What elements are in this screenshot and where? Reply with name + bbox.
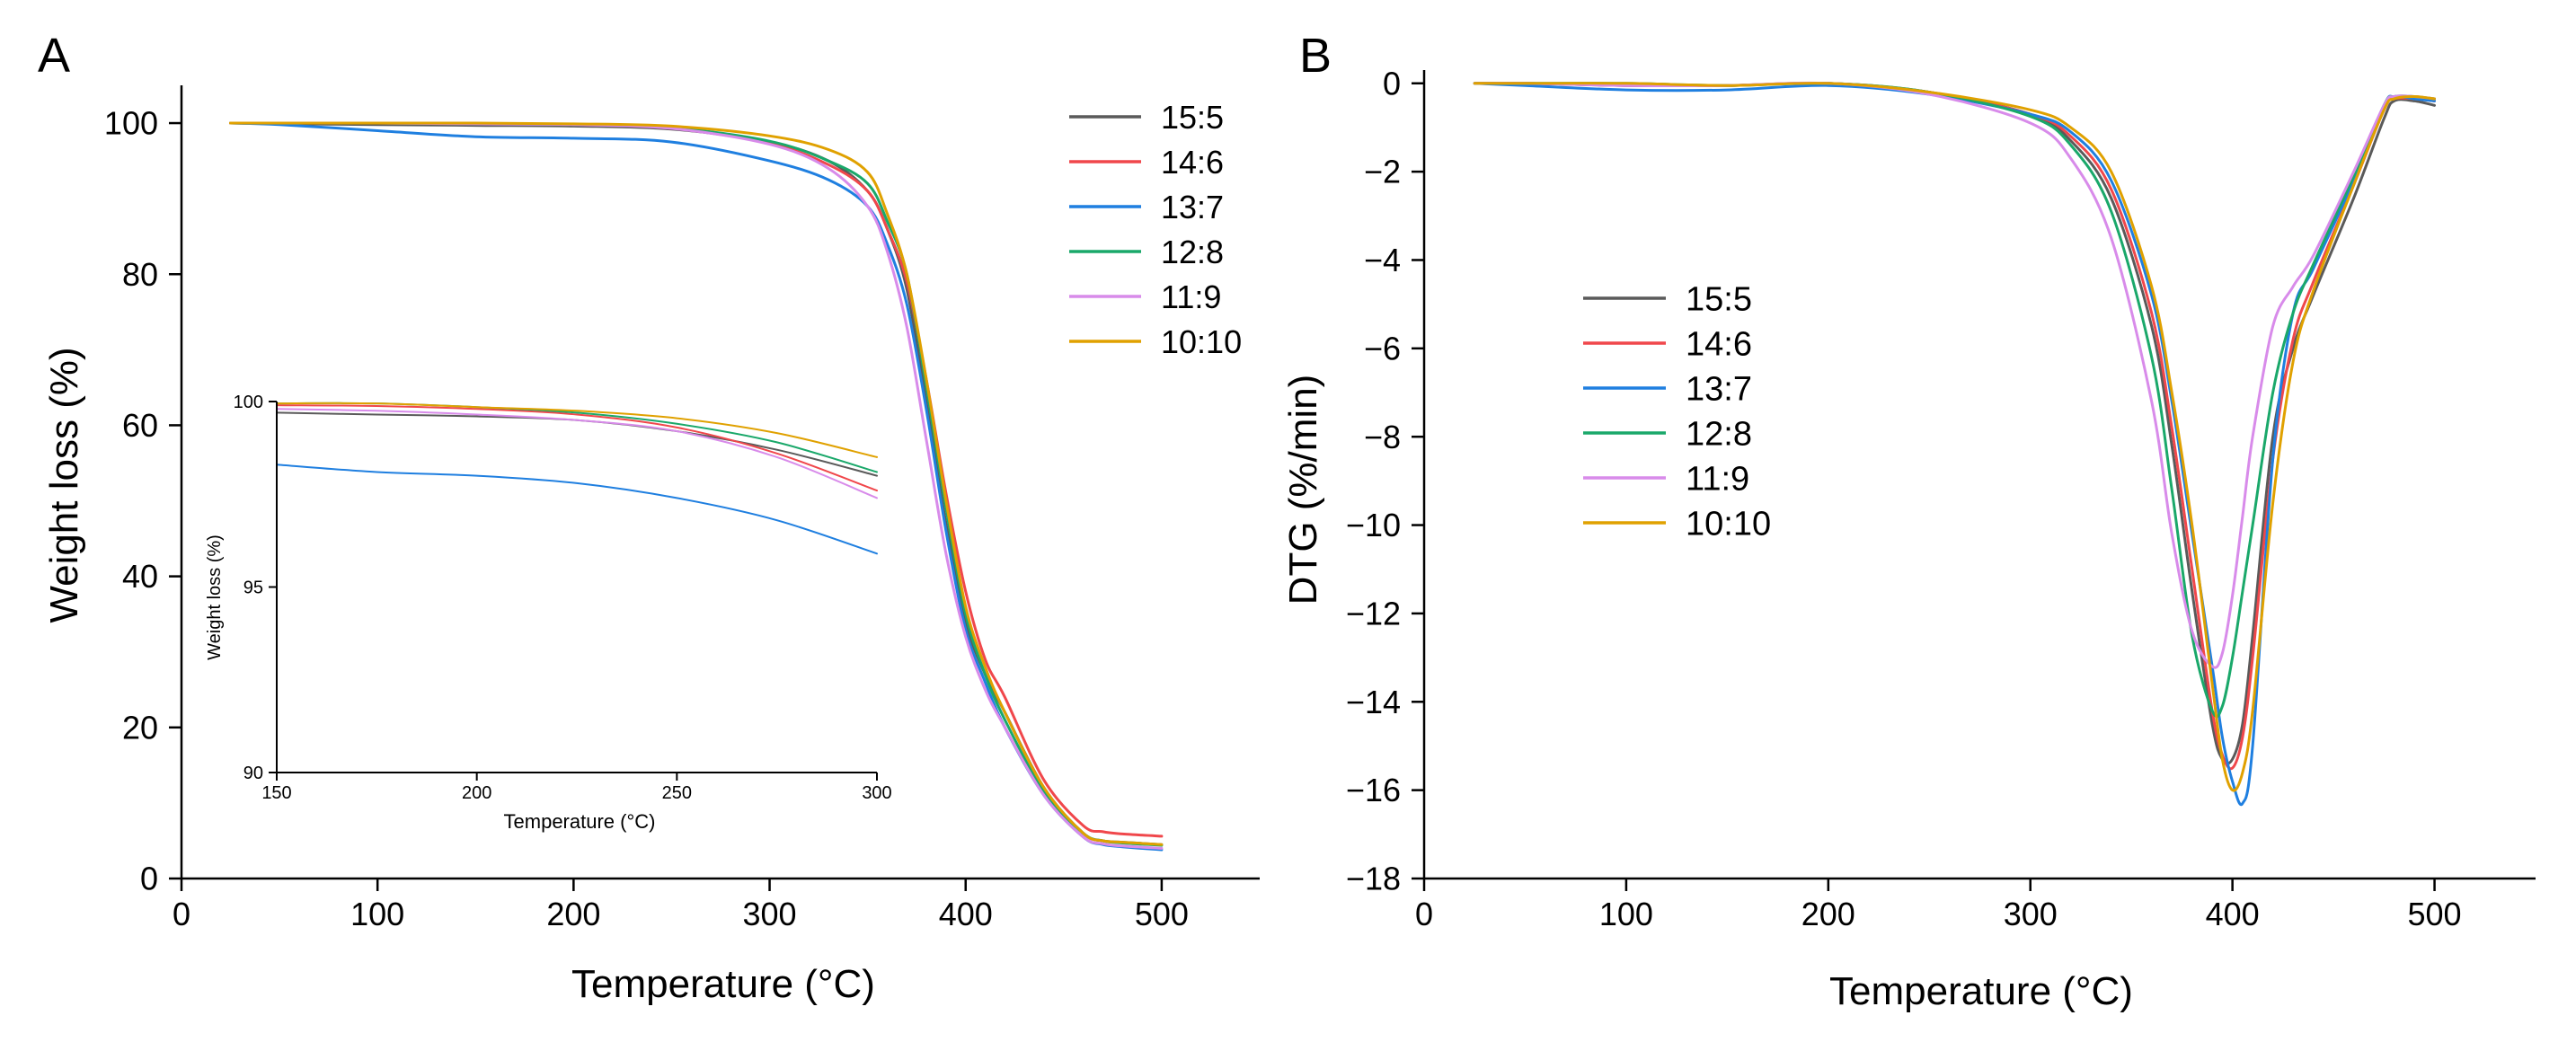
inset-series-group [276, 402, 878, 555]
panel-a-legend-label-15-5: 15:5 [1161, 99, 1224, 136]
panel-a-label: A [38, 29, 70, 83]
inset-x-tick-label: 300 [862, 783, 891, 803]
panel-a-x-tick-label: 0 [173, 896, 190, 932]
panel-a-legend-label-11-9: 11:9 [1161, 278, 1221, 315]
panel-a-y-axis-label: Weight loss (%) [42, 347, 86, 623]
panel-b-y-tick-label: −10 [1346, 507, 1401, 543]
panel-a-legend-label-12-8: 12:8 [1161, 234, 1224, 270]
inset-y-tick-label: 100 [234, 393, 263, 412]
panel-b-series-group [1473, 81, 2436, 807]
panel-a-series-group [229, 121, 1164, 852]
panel-a-x-axis-label: Temperature (°C) [571, 962, 875, 1006]
inset-x-tick-label: 150 [261, 783, 291, 803]
panel-b-x-tick-label: 200 [1801, 896, 1855, 932]
panel-a-inset: 150 200 250 300 90 95 100 Temperature (°C) Wei… [205, 393, 892, 833]
panel-b-legend-label-11-9: 11:9 [1686, 461, 1749, 499]
panel-a-y-tick-label: 20 [122, 709, 158, 746]
panel-b-legend-label-12-8: 12:8 [1686, 416, 1752, 454]
panel-a-x-tick-label: 500 [1135, 896, 1189, 932]
inset-y-tick-label: 95 [243, 578, 263, 598]
panel-b-label: B [1299, 29, 1332, 83]
panel-a-y-tick-label: 100 [104, 105, 158, 142]
panel-b-y-tick-label: 0 [1383, 65, 1401, 102]
panel-a-legend-label-14-6: 14:6 [1161, 144, 1224, 181]
panel-a-y-tick-label: 40 [122, 558, 158, 595]
panel-b-x-tick-label: 500 [2408, 896, 2462, 932]
panel-b-y-tick-label: −6 [1364, 330, 1401, 366]
panel-a-x-tick-label: 200 [546, 896, 600, 932]
inset-y-tick-label: 90 [243, 764, 263, 783]
panel-a-x-tick-label: 300 [743, 896, 797, 932]
panel-b-ticks: 0 100 200 300 400 500 0 −2 −4 −6 −8 −10 −12 −14 −16 −18 [1346, 65, 2536, 932]
inset-series-line-11-9 [276, 408, 878, 499]
panel-b-x-axis-label: Temperature (°C) [1829, 969, 2133, 1013]
panel-b-y-tick-label: −2 [1364, 154, 1401, 190]
panel-a-y-tick-label: 80 [122, 256, 158, 293]
panel-a-legend: 15:5 14:6 13:7 12:8 11:9 10:10 [1069, 99, 1242, 360]
panel-b-x-tick-label: 0 [1415, 896, 1433, 932]
panel-b-y-tick-label: −4 [1364, 242, 1401, 278]
inset-x-tick-label: 200 [462, 783, 491, 803]
panel-b-y-tick-label: −12 [1346, 596, 1401, 632]
inset-y-axis-label: Weight loss (%) [205, 534, 225, 660]
panel-b-y-tick-label: −8 [1364, 419, 1401, 455]
inset-x-axis-label: Temperature (°C) [504, 810, 656, 833]
panel-b-y-tick-label: −16 [1346, 772, 1401, 808]
panel-b-y-axis-label: DTG (%/min) [1281, 375, 1325, 605]
panel-b-x-tick-label: 300 [2004, 896, 2058, 932]
panel-a-legend-label-13-7: 13:7 [1161, 189, 1224, 225]
panel-b-y-tick-label: −18 [1346, 861, 1401, 897]
panel-a-legend-label-10-10: 10:10 [1161, 323, 1242, 360]
panel-b-y-tick-label: −14 [1346, 684, 1401, 720]
panel-a-x-tick-label: 400 [939, 896, 993, 932]
panel-b-x-tick-label: 400 [2206, 896, 2260, 932]
panel-b-legend-label-15-5: 15:5 [1686, 281, 1752, 319]
panel-b-series-line-10-10 [1473, 82, 2436, 792]
panel-a-y-tick-label: 0 [140, 861, 158, 897]
panel-b-legend-label-14-6: 14:6 [1686, 326, 1752, 364]
panel-a-y-tick-label: 60 [122, 407, 158, 444]
inset-series-line-10-10 [276, 402, 878, 458]
inset-x-tick-label: 250 [662, 783, 692, 803]
panel-b-x-tick-label: 100 [1599, 896, 1653, 932]
panel-a-ticks: 0 100 200 300 400 500 0 20 40 60 80 100 [104, 85, 1260, 932]
inset-ticks: 150 200 250 300 90 95 100 [234, 393, 892, 803]
panel-b-legend-label-13-7: 13:7 [1686, 371, 1752, 409]
panel-a-series-line-10-10 [229, 121, 1164, 846]
panel-a-chart: A 0 100 200 300 400 500 0 20 40 60 80 100 Temperatu… [38, 29, 1260, 1006]
inset-series-line-13-7 [276, 464, 878, 555]
panel-b-legend: 15:5 14:6 13:7 12:8 11:9 10:10 [1583, 281, 1771, 543]
inset-series-line-14-6 [276, 404, 878, 492]
panel-a-x-tick-label: 100 [350, 896, 404, 932]
panel-b-legend-label-10-10: 10:10 [1686, 506, 1771, 543]
panel-b-chart: B 0 100 200 300 400 500 0 −2 −4 −6 −8 −10 −12 −14 −16 −… [1281, 29, 2536, 1013]
